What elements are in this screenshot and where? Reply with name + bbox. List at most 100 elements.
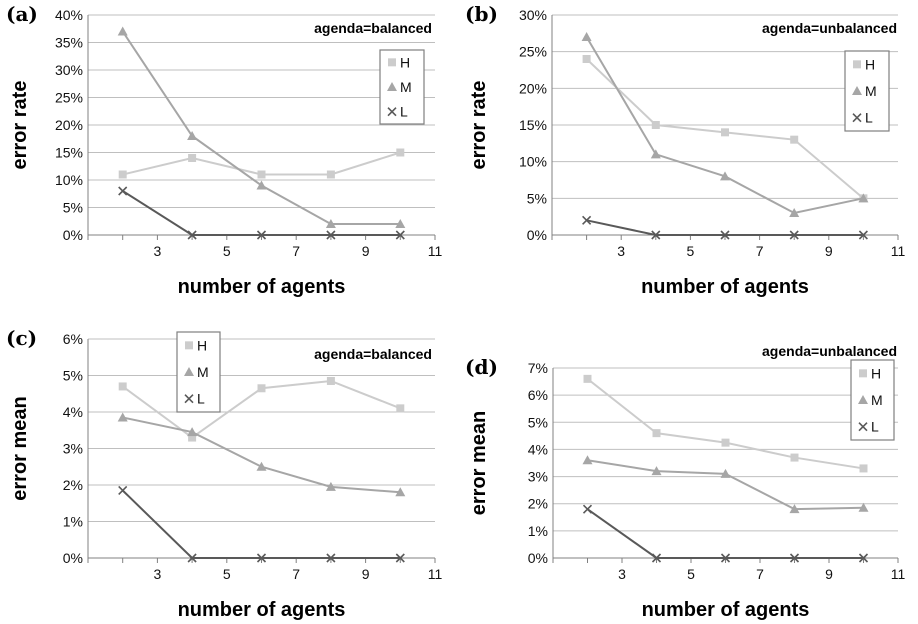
- series-line-L: [122, 190, 401, 236]
- data-point: [396, 148, 405, 157]
- legend-marker-H: [185, 341, 193, 350]
- data-point: [858, 193, 869, 203]
- data-point: [582, 55, 591, 63]
- panel-label-b: (b): [465, 2, 498, 26]
- agenda-annotation: agenda=unbalanced: [762, 20, 897, 36]
- series-H: [118, 148, 405, 179]
- legend-marker-M: [184, 367, 194, 376]
- data-point: [581, 32, 592, 41]
- y-axis-title: error mean: [468, 411, 490, 516]
- data-point: [326, 230, 336, 240]
- series-line-L: [122, 489, 401, 559]
- legend-label-H: H: [197, 337, 207, 353]
- legend: HML: [844, 50, 890, 132]
- data-point: [651, 466, 662, 476]
- y-tick-label: 0%: [527, 227, 547, 243]
- data-point: [790, 135, 799, 144]
- y-tick-label: 2%: [63, 477, 83, 493]
- y-tick-label: 5%: [63, 368, 83, 384]
- series-line-M: [121, 30, 401, 225]
- series-L: [582, 504, 869, 563]
- series-L: [582, 215, 868, 240]
- chart-panel-b: 0% 5% 10% 15% 20% 25% 30% 3 5 7 9 11 number of agent…: [465, 2, 905, 298]
- data-point: [720, 171, 730, 181]
- series-L: [118, 186, 405, 240]
- y-tick-label: 2%: [528, 496, 548, 512]
- y-tick-label: 10%: [519, 154, 547, 170]
- legend-marker-M: [858, 395, 868, 404]
- panel-label-a: (a): [6, 2, 38, 26]
- data-point: [789, 208, 800, 217]
- series-line-L: [586, 219, 864, 236]
- legend-label-M: M: [400, 79, 412, 95]
- data-point: [325, 481, 336, 491]
- legend-marker-L: [852, 113, 862, 123]
- x-tick-label: 9: [362, 566, 370, 582]
- y-tick-label: 5%: [63, 200, 83, 216]
- legend-label-H: H: [400, 54, 410, 70]
- x-tick-label: 3: [618, 566, 626, 582]
- data-point: [789, 504, 800, 514]
- x-tick-label: 9: [362, 243, 370, 259]
- y-tick-label: 30%: [519, 7, 547, 23]
- series-line-M: [587, 459, 864, 511]
- y-tick-label: 5%: [527, 190, 547, 206]
- data-point: [582, 215, 592, 225]
- data-point: [583, 374, 592, 383]
- x-tick-label: 9: [825, 243, 833, 259]
- legend-marker-M: [852, 86, 862, 95]
- x-tick-label: 5: [687, 243, 695, 259]
- data-point: [118, 170, 127, 179]
- x-tick-label: 11: [428, 566, 443, 582]
- agenda-annotation: agenda=balanced: [314, 346, 432, 362]
- y-tick-label: 6%: [63, 331, 83, 347]
- legend-box: [850, 359, 895, 441]
- y-tick-label: 20%: [519, 80, 547, 96]
- series-M: [581, 32, 869, 217]
- legend-box: [844, 50, 890, 132]
- data-point: [582, 504, 593, 514]
- y-tick-label: 30%: [55, 62, 83, 78]
- data-point: [721, 128, 729, 137]
- y-tick-label: 20%: [55, 117, 83, 133]
- y-tick-label: 40%: [55, 7, 83, 23]
- agenda-annotation: agenda=balanced: [314, 20, 432, 36]
- y-tick-label: 5%: [528, 414, 548, 430]
- data-point: [395, 230, 405, 240]
- y-tick-label: 25%: [519, 44, 547, 60]
- data-point: [651, 553, 662, 563]
- chart-panel-c: 0% 1% 2% 3% 4% 5% 6% 3 5 7 9 11 number of agents erro…: [6, 326, 443, 621]
- legend: HML: [176, 331, 221, 413]
- x-tick-label: 7: [756, 566, 764, 582]
- legend-label-L: L: [197, 391, 205, 407]
- series-line-M: [122, 416, 401, 494]
- y-axis-title: error rate: [9, 81, 31, 170]
- legend-marker-L: [387, 107, 397, 117]
- legend: HML: [850, 359, 895, 441]
- legend-label-L: L: [871, 419, 879, 435]
- y-tick-label: 35%: [55, 35, 83, 51]
- data-point: [256, 461, 267, 471]
- x-tick-label: 3: [154, 243, 162, 259]
- chart-panel-d: 0% 1% 2% 3% 4% 5% 6% 7% 3 5 7 9 11 number of agents er…: [465, 343, 905, 621]
- data-point: [257, 384, 266, 393]
- data-point: [188, 433, 197, 442]
- data-point: [858, 230, 868, 240]
- legend-marker-M: [387, 82, 397, 91]
- legend-label-L: L: [400, 104, 408, 120]
- legend-label-M: M: [865, 83, 877, 99]
- legend-label-M: M: [871, 392, 883, 408]
- x-tick-label: 5: [687, 566, 695, 582]
- data-point: [789, 553, 800, 563]
- series-H: [583, 374, 868, 473]
- data-point: [720, 468, 731, 478]
- x-tick-label: 5: [223, 243, 231, 259]
- y-axis-title: error rate: [468, 81, 490, 170]
- legend-marker-L: [184, 394, 194, 404]
- data-point: [396, 404, 405, 413]
- data-point: [789, 230, 799, 240]
- legend-label-H: H: [871, 365, 881, 381]
- legend: HML: [379, 49, 425, 125]
- panel-label-c: (c): [6, 326, 37, 350]
